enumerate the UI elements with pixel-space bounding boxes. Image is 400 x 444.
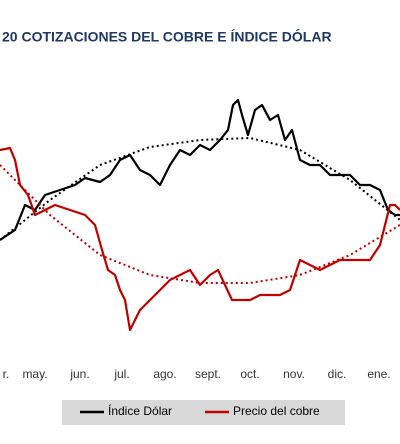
legend-label: Índice Dólar	[108, 403, 172, 418]
x-tick-label: ago.	[153, 367, 176, 381]
data-line	[0, 98, 400, 241]
x-tick-label: r.	[3, 367, 10, 381]
x-tick-label: oct.	[240, 367, 259, 381]
data-line	[0, 146, 400, 332]
x-tick-label: sept.	[195, 367, 221, 381]
legend-box	[62, 400, 345, 425]
x-tick-label: nov.	[283, 367, 305, 381]
legend-label: Precio del cobre	[233, 404, 320, 418]
x-tick-label: dic.	[328, 367, 347, 381]
x-tick-label: may.	[22, 367, 47, 381]
x-tick-label: jul.	[113, 367, 129, 381]
x-tick-label: jun.	[69, 367, 89, 381]
chart-title: 20 COTIZACIONES DEL COBRE E ÍNDICE DÓLAR	[2, 28, 332, 45]
x-tick-label: ene.	[367, 367, 390, 381]
trend-line	[0, 164, 400, 284]
